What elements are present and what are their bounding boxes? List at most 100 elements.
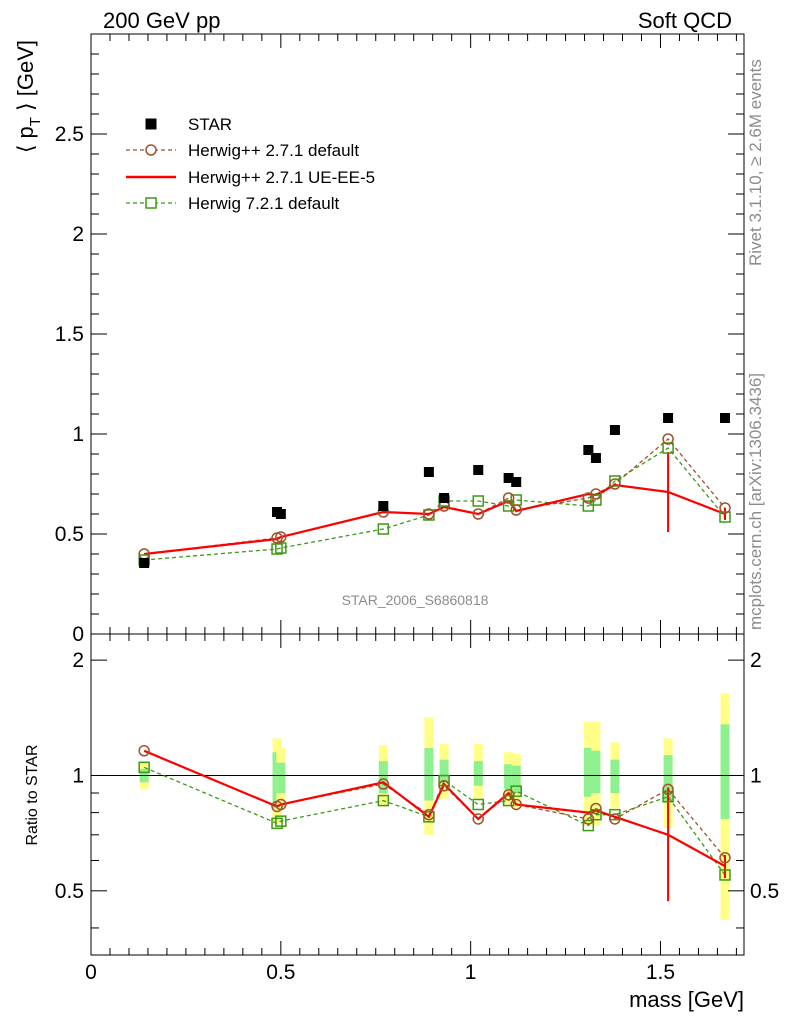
ratio-point-herwigpp-default xyxy=(377,778,390,790)
ratio-point-herwigpp-default xyxy=(472,813,484,825)
main-y-tick-label: 2.5 xyxy=(55,123,84,146)
legend-marker-herwig7-default xyxy=(145,197,157,209)
legend-marker-star xyxy=(145,118,157,130)
ratio-band-inner xyxy=(511,765,521,794)
main-point-star xyxy=(609,425,620,435)
legend-label: Herwig++ 2.7.1 default xyxy=(188,141,359,160)
ratio-point-herwig7-default xyxy=(472,798,484,811)
analysis-watermark: STAR_2006_S6860818 xyxy=(342,592,489,608)
main-point-herwigpp-default xyxy=(590,488,602,500)
main-point-star xyxy=(503,473,514,483)
main-point-star xyxy=(275,509,286,519)
ratio-point-herwigpp-default xyxy=(138,745,150,757)
main-point-herwig7-default xyxy=(582,500,595,512)
ratio-band-inner xyxy=(583,747,593,797)
ratio-point-herwigpp-default xyxy=(590,802,602,815)
main-point-herwigpp-default xyxy=(609,478,621,490)
ratio-point-herwigpp-default xyxy=(438,780,450,792)
ratio-point-herwigpp-default xyxy=(662,783,674,796)
ratio-point-herwigpp-default xyxy=(510,798,522,811)
x-axis-label: mass [GeV] xyxy=(629,987,744,1012)
main-point-herwigpp-default xyxy=(423,508,435,520)
x-tick-label: 1.5 xyxy=(646,961,675,984)
main-point-herwig7-default xyxy=(590,494,602,506)
ratio-y-axis-label: Ratio to STAR xyxy=(24,744,41,845)
main-y-tick-label: 2 xyxy=(72,223,84,246)
main-point-star xyxy=(583,445,594,455)
ratio-band-inner xyxy=(439,759,449,783)
ratio-point-herwig7-default xyxy=(138,761,150,774)
ratio-point-herwigpp-default xyxy=(502,789,515,801)
header-left: 200 GeV pp xyxy=(103,8,221,33)
ratio-y-tick-label-right: 1 xyxy=(750,764,762,787)
ratio-y-tick-label-right: 0.5 xyxy=(750,880,779,903)
main-point-star xyxy=(663,413,674,423)
ratio-plot-frame xyxy=(90,633,745,956)
ratio-band-inner xyxy=(378,761,388,794)
main-point-star xyxy=(511,477,522,487)
ratio-band-inner xyxy=(504,764,514,790)
main-y-tick-label: 1.5 xyxy=(55,323,84,346)
main-point-star xyxy=(590,453,601,463)
ratio-line-herwigpp-ueee5 xyxy=(143,749,726,868)
legend-label: Herwig 7.2.1 default xyxy=(188,194,339,213)
main-line-herwigpp-default xyxy=(144,438,726,555)
ratio-y-tick-label-right: 2 xyxy=(750,649,762,672)
ratio-point-herwigpp-default xyxy=(609,813,621,825)
header-right: Soft QCD xyxy=(637,8,732,33)
ratio-point-herwig7-default xyxy=(271,817,283,830)
ratio-y-tick-label-left: 2 xyxy=(72,649,84,672)
ratio-point-herwig7-default xyxy=(377,794,390,807)
ratio-point-herwig7-default xyxy=(438,774,450,787)
main-point-herwig7-default xyxy=(377,523,390,535)
main-point-herwigpp-default xyxy=(510,504,522,516)
ratio-point-herwig7-default xyxy=(609,808,621,821)
ratio-band-inner xyxy=(276,762,286,794)
x-tick-label: 0 xyxy=(85,961,97,984)
main-y-tick-label: 1 xyxy=(72,423,84,446)
ratio-point-herwigpp-default xyxy=(275,798,287,811)
ratio-point-herwigpp-default xyxy=(423,808,435,821)
main-y-tick-label: 0.5 xyxy=(55,523,84,546)
main-point-star xyxy=(139,558,150,568)
legend-label: Herwig++ 2.7.1 UE-EE-5 xyxy=(188,168,375,187)
main-line-herwig7-default xyxy=(144,447,726,561)
ratio-band-inner xyxy=(663,755,673,803)
main-point-star xyxy=(473,465,484,475)
main-point-star xyxy=(439,493,450,503)
ratio-point-herwig7-default xyxy=(719,869,731,881)
main-point-herwig7-default xyxy=(719,511,731,523)
ratio-band-inner xyxy=(473,761,483,786)
ratio-band-inner xyxy=(720,724,730,819)
legend-label: STAR xyxy=(188,115,232,134)
main-point-herwig7-default xyxy=(472,495,484,507)
ratio-point-herwig7-default xyxy=(275,815,287,827)
main-point-herwigpp-default xyxy=(719,502,731,514)
ratio-point-herwigpp-default xyxy=(719,851,731,864)
main-point-herwigpp-default xyxy=(662,433,674,445)
main-point-herwig7-default xyxy=(662,442,674,454)
x-tick-label: 0.5 xyxy=(266,961,295,984)
ratio-y-tick-label-left: 1 xyxy=(72,764,84,787)
ratio-band-inner xyxy=(591,750,601,794)
ratio-point-herwig7-default xyxy=(582,819,595,832)
main-point-herwigpp-default xyxy=(502,492,515,504)
main-point-herwig7-default xyxy=(609,475,621,487)
ratio-band-inner xyxy=(424,747,434,801)
main-point-herwig7-default xyxy=(271,543,283,555)
main-point-herwigpp-default xyxy=(472,508,484,520)
main-y-tick-label-zero: 0 xyxy=(72,623,84,646)
ratio-point-herwigpp-default xyxy=(582,813,595,825)
main-point-star xyxy=(423,467,434,477)
main-y-axis-label: ⟨ pT ⟩ [GeV] xyxy=(13,40,44,153)
x-tick-label: 1 xyxy=(465,961,477,984)
main-point-star xyxy=(720,413,731,423)
ratio-point-herwig7-default xyxy=(662,790,674,803)
main-point-herwig7-default xyxy=(275,542,287,554)
legend-marker-herwigpp-default xyxy=(145,144,157,156)
ratio-band-inner xyxy=(610,759,620,794)
ratio-y-tick-label-left: 0.5 xyxy=(55,880,84,903)
main-point-herwigpp-default xyxy=(275,531,287,543)
